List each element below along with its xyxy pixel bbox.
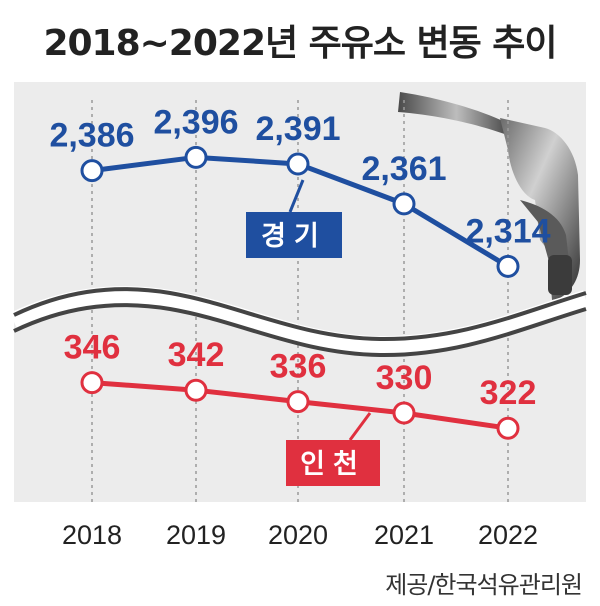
data-label-gyeonggi-2018: 2,386 — [49, 117, 134, 155]
point-gyeonggi-2022 — [496, 254, 520, 278]
legend-gyeonggi-label: 경기 — [261, 221, 327, 252]
legend-incheon-label: 인천 — [300, 449, 366, 480]
fuel-nozzle-illustration — [398, 92, 580, 300]
data-label-incheon-2019: 342 — [168, 336, 225, 374]
data-label-gyeonggi-2019: 2,396 — [153, 103, 238, 141]
point-incheon-2020 — [286, 390, 310, 414]
x-tick-label-2020: 2020 — [268, 520, 328, 550]
point-gyeonggi-2020 — [286, 152, 310, 176]
chart-title: 2018~2022년 주유소 변동 추이 — [43, 23, 557, 64]
source-credit: 제공/한국석유관리원 — [385, 571, 583, 599]
point-gyeonggi-2018 — [80, 159, 104, 183]
point-incheon-2019 — [184, 378, 208, 402]
data-label-gyeonggi-2020: 2,391 — [255, 110, 340, 148]
legend-gyeonggi: 경기 — [246, 179, 342, 258]
data-label-incheon-2018: 346 — [64, 329, 121, 367]
data-label-incheon-2021: 330 — [376, 359, 433, 397]
data-label-incheon-2020: 336 — [270, 348, 327, 386]
point-incheon-2018 — [80, 371, 104, 395]
data-label-gyeonggi-2021: 2,361 — [361, 150, 446, 188]
legend-incheon-badge — [286, 440, 380, 486]
x-tick-label-2019: 2019 — [166, 520, 226, 550]
point-gyeonggi-2021 — [392, 192, 416, 216]
point-incheon-2022 — [496, 416, 520, 440]
axis-break-wave — [9, 286, 589, 358]
x-tick-label-2018: 2018 — [62, 520, 122, 550]
x-tick-label-2022: 2022 — [478, 520, 538, 550]
x-tick-label-2021: 2021 — [374, 520, 434, 550]
point-incheon-2021 — [392, 401, 416, 425]
point-gyeonggi-2019 — [184, 145, 208, 169]
legend-gyeonggi-badge — [246, 212, 342, 258]
legend-incheon: 인천 — [286, 412, 380, 486]
data-label-gyeonggi-2022: 2,314 — [465, 212, 550, 250]
data-label-incheon-2022: 322 — [480, 374, 537, 412]
